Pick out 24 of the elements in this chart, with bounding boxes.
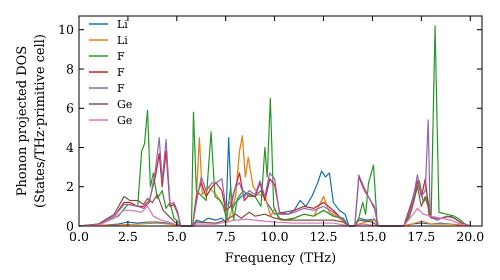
x-tick-label: 20.0 (456, 229, 484, 244)
y-axis-title: Phonon projected DOS (States/THz·primitive cell) (15, 34, 48, 208)
legend-label: F (117, 66, 125, 79)
y-tick-label: 6 (66, 100, 74, 116)
y-tick-label: 8 (66, 61, 74, 76)
x-tick-label: 17.5 (407, 229, 436, 244)
x-tick-label: 12.5 (310, 229, 338, 244)
x-tick-label: 5.0 (166, 229, 187, 244)
x-tick-label: 10.0 (260, 229, 289, 244)
x-axis-title: Frequency (THz) (224, 251, 336, 266)
legend-label: F (117, 50, 125, 63)
x-tick-label: 15.0 (358, 229, 386, 244)
y-tick-label: 4 (66, 140, 74, 155)
y-tick-label: 10 (58, 22, 74, 38)
legend-label: Ge (117, 98, 132, 111)
y-tick-label: 2 (66, 179, 74, 194)
legend-label: F (117, 82, 125, 95)
x-tick-label: 2.5 (118, 229, 138, 244)
x-tick-label: 7.5 (216, 229, 236, 244)
legend-label: Li (117, 18, 128, 31)
line-series (78, 186, 471, 227)
legend-label: Li (117, 34, 128, 47)
x-tick-label: 0.0 (69, 229, 89, 244)
legend-label: Ge (117, 114, 132, 127)
